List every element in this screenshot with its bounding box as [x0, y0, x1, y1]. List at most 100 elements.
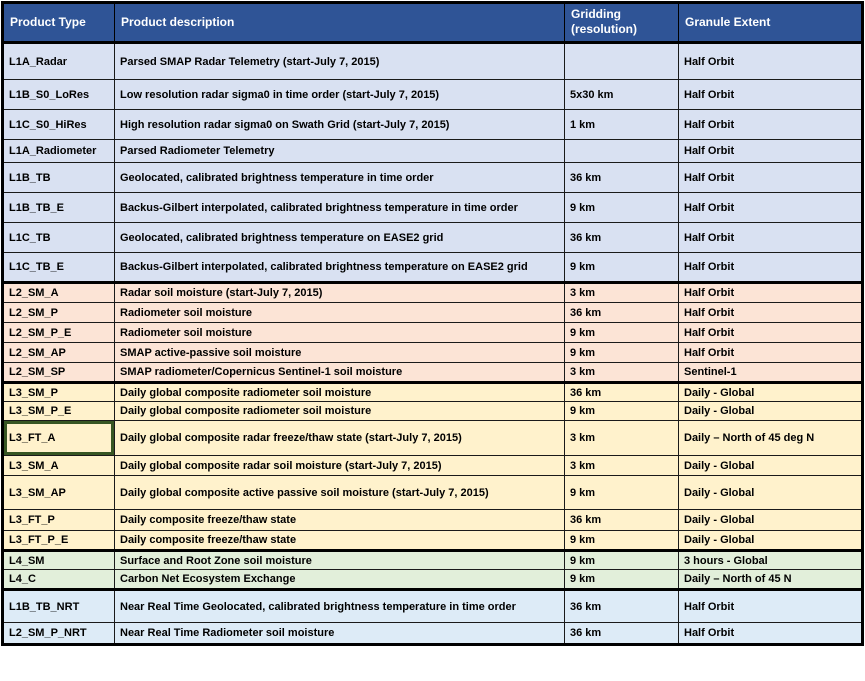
cell-gridding[interactable]: [564, 42, 679, 80]
cell-gridding[interactable]: 36 km: [564, 622, 679, 645]
cell-granule-extent[interactable]: Half Orbit: [678, 342, 863, 363]
cell-granule-extent[interactable]: Half Orbit: [678, 322, 863, 343]
cell-gridding[interactable]: 9 km: [564, 342, 679, 363]
cell-granule-extent[interactable]: Daily - Global: [678, 455, 863, 476]
cell-granule-extent[interactable]: Daily – North of 45 N: [678, 569, 863, 590]
cell-description[interactable]: Backus-Gilbert interpolated, calibrated …: [114, 252, 565, 283]
cell-gridding[interactable]: 36 km: [564, 509, 679, 531]
cell-product-type[interactable]: L4_SM: [2, 549, 115, 570]
cell-granule-extent[interactable]: Half Orbit: [678, 588, 863, 623]
cell-description[interactable]: Low resolution radar sigma0 in time orde…: [114, 79, 565, 110]
cell-description[interactable]: Daily global composite active passive so…: [114, 475, 565, 510]
cell-gridding[interactable]: 9 km: [564, 322, 679, 343]
cell-gridding[interactable]: 36 km: [564, 222, 679, 253]
cell-description[interactable]: Daily global composite radiometer soil m…: [114, 381, 565, 402]
cell-product-type[interactable]: L3_FT_P: [2, 509, 115, 531]
cell-description[interactable]: Daily composite freeze/thaw state: [114, 509, 565, 531]
column-header-product-type[interactable]: Product Type: [2, 2, 115, 44]
cell-granule-extent[interactable]: 3 hours - Global: [678, 549, 863, 570]
cell-granule-extent[interactable]: Half Orbit: [678, 79, 863, 110]
selected-cell-product-type[interactable]: L3_FT_A: [2, 420, 115, 456]
cell-description[interactable]: Geolocated, calibrated brightness temper…: [114, 162, 565, 193]
cell-granule-extent[interactable]: Sentinel-1: [678, 362, 863, 383]
cell-granule-extent[interactable]: Half Orbit: [678, 302, 863, 323]
cell-description[interactable]: Parsed SMAP Radar Telemetry (start-July …: [114, 42, 565, 80]
column-header-gridding[interactable]: Gridding (resolution): [564, 2, 679, 44]
cell-granule-extent[interactable]: Daily - Global: [678, 381, 863, 402]
cell-product-type[interactable]: L1A_Radar: [2, 42, 115, 80]
cell-description[interactable]: Near Real Time Radiometer soil moisture: [114, 622, 565, 645]
cell-product-type[interactable]: L3_SM_A: [2, 455, 115, 476]
cell-product-type[interactable]: L1A_Radiometer: [2, 139, 115, 163]
cell-description[interactable]: Daily global composite radar soil moistu…: [114, 455, 565, 476]
cell-product-type[interactable]: L1C_TB_E: [2, 252, 115, 283]
cell-gridding[interactable]: 9 km: [564, 549, 679, 570]
cell-description[interactable]: Geolocated, calibrated brightness temper…: [114, 222, 565, 253]
cell-description[interactable]: Daily composite freeze/thaw state: [114, 530, 565, 551]
cell-description[interactable]: Carbon Net Ecosystem Exchange: [114, 569, 565, 590]
cell-granule-extent[interactable]: Half Orbit: [678, 139, 863, 163]
cell-granule-extent[interactable]: Half Orbit: [678, 162, 863, 193]
cell-gridding[interactable]: 36 km: [564, 588, 679, 623]
cell-gridding[interactable]: 1 km: [564, 109, 679, 140]
cell-granule-extent[interactable]: Half Orbit: [678, 252, 863, 283]
cell-granule-extent[interactable]: Half Orbit: [678, 622, 863, 645]
cell-product-type[interactable]: L2_SM_AP: [2, 342, 115, 363]
cell-product-type[interactable]: L3_SM_AP: [2, 475, 115, 510]
cell-product-type[interactable]: L3_SM_P_E: [2, 401, 115, 421]
cell-product-type[interactable]: L1C_TB: [2, 222, 115, 253]
cell-description[interactable]: Radar soil moisture (start-July 7, 2015): [114, 281, 565, 303]
cell-product-type[interactable]: L2_SM_P_NRT: [2, 622, 115, 645]
cell-product-type[interactable]: L1B_TB_NRT: [2, 588, 115, 623]
cell-product-type[interactable]: L1B_S0_LoRes: [2, 79, 115, 110]
cell-gridding[interactable]: 9 km: [564, 252, 679, 283]
cell-description[interactable]: Daily global composite radiometer soil m…: [114, 401, 565, 421]
cell-gridding[interactable]: 9 km: [564, 401, 679, 421]
cell-granule-extent[interactable]: Daily - Global: [678, 401, 863, 421]
cell-gridding[interactable]: 3 km: [564, 362, 679, 383]
cell-product-type[interactable]: L2_SM_SP: [2, 362, 115, 383]
cell-granule-extent[interactable]: Daily – North of 45 deg N: [678, 420, 863, 456]
cell-granule-extent[interactable]: Half Orbit: [678, 42, 863, 80]
cell-gridding[interactable]: 5x30 km: [564, 79, 679, 110]
column-header-granule-extent[interactable]: Granule Extent: [678, 2, 863, 44]
cell-granule-extent[interactable]: Daily - Global: [678, 530, 863, 551]
cell-gridding[interactable]: 9 km: [564, 530, 679, 551]
cell-description[interactable]: Surface and Root Zone soil moisture: [114, 549, 565, 570]
cell-product-type[interactable]: L2_SM_P_E: [2, 322, 115, 343]
cell-gridding[interactable]: 36 km: [564, 381, 679, 402]
cell-granule-extent[interactable]: Half Orbit: [678, 222, 863, 253]
cell-gridding[interactable]: 9 km: [564, 569, 679, 590]
cell-gridding[interactable]: 3 km: [564, 420, 679, 456]
cell-product-type[interactable]: L4_C: [2, 569, 115, 590]
cell-granule-extent[interactable]: Half Orbit: [678, 192, 863, 223]
cell-description[interactable]: Parsed Radiometer Telemetry: [114, 139, 565, 163]
cell-product-type[interactable]: L1B_TB_E: [2, 192, 115, 223]
cell-gridding[interactable]: [564, 139, 679, 163]
cell-product-type[interactable]: L1B_TB: [2, 162, 115, 193]
cell-description[interactable]: Backus-Gilbert interpolated, calibrated …: [114, 192, 565, 223]
cell-product-type[interactable]: L3_SM_P: [2, 381, 115, 402]
cell-granule-extent[interactable]: Daily - Global: [678, 509, 863, 531]
cell-description[interactable]: SMAP radiometer/Copernicus Sentinel-1 so…: [114, 362, 565, 383]
cell-product-type[interactable]: L1C_S0_HiRes: [2, 109, 115, 140]
column-header-description[interactable]: Product description: [114, 2, 565, 44]
cell-description[interactable]: Near Real Time Geolocated, calibrated br…: [114, 588, 565, 623]
cell-gridding[interactable]: 9 km: [564, 475, 679, 510]
cell-product-type[interactable]: L3_FT_P_E: [2, 530, 115, 551]
cell-description[interactable]: Radiometer soil moisture: [114, 322, 565, 343]
cell-gridding[interactable]: 3 km: [564, 455, 679, 476]
cell-description[interactable]: SMAP active-passive soil moisture: [114, 342, 565, 363]
cell-product-type[interactable]: L2_SM_A: [2, 281, 115, 303]
cell-granule-extent[interactable]: Half Orbit: [678, 109, 863, 140]
cell-description[interactable]: High resolution radar sigma0 on Swath Gr…: [114, 109, 565, 140]
cell-gridding[interactable]: 36 km: [564, 162, 679, 193]
cell-product-type[interactable]: L2_SM_P: [2, 302, 115, 323]
cell-gridding[interactable]: 3 km: [564, 281, 679, 303]
cell-granule-extent[interactable]: Half Orbit: [678, 281, 863, 303]
cell-description[interactable]: Radiometer soil moisture: [114, 302, 565, 323]
cell-gridding[interactable]: 9 km: [564, 192, 679, 223]
cell-gridding[interactable]: 36 km: [564, 302, 679, 323]
cell-description[interactable]: Daily global composite radar freeze/thaw…: [114, 420, 565, 456]
cell-granule-extent[interactable]: Daily - Global: [678, 475, 863, 510]
